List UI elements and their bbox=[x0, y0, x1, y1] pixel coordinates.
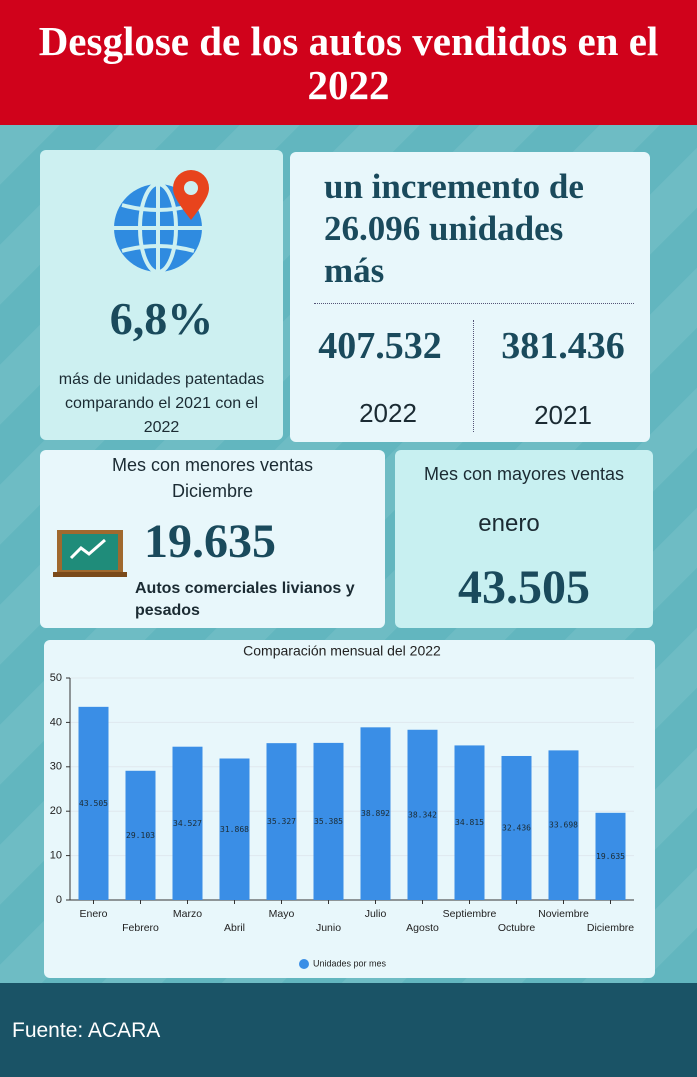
y-tick-label: 0 bbox=[56, 894, 62, 906]
x-tick-label: Junio bbox=[316, 922, 341, 934]
year-2021: 2021 bbox=[534, 400, 592, 430]
value-label: 43.505 bbox=[79, 799, 108, 808]
increase-card: un incremento de 26.096 unidades más 407… bbox=[290, 152, 650, 442]
y-tick-label: 10 bbox=[50, 850, 62, 862]
chart-title: Comparación mensual del 2022 bbox=[243, 643, 441, 659]
divider bbox=[314, 303, 634, 304]
bar bbox=[360, 727, 391, 900]
header: Desglose de los autos vendidos en el 202… bbox=[0, 0, 697, 125]
growth-card: 6,8% más de unidades patentadas comparan… bbox=[40, 150, 283, 440]
x-tick-label: Septiembre bbox=[443, 908, 497, 920]
bar bbox=[78, 706, 109, 900]
value-label: 31.868 bbox=[220, 825, 249, 834]
bar bbox=[454, 745, 485, 900]
value-label: 33.698 bbox=[549, 821, 578, 830]
x-tick-label: Febrero bbox=[122, 922, 159, 934]
value-2021: 381.436 bbox=[501, 325, 625, 367]
bar bbox=[548, 750, 579, 900]
value-label: 38.892 bbox=[361, 809, 390, 818]
y-tick-label: 20 bbox=[50, 805, 62, 817]
chart: Comparación mensual del 2022 0 10 20 30 40 50… bbox=[50, 643, 634, 969]
value-2022: 407.532 bbox=[318, 325, 442, 367]
bar bbox=[313, 742, 344, 900]
legend-swatch bbox=[299, 959, 309, 969]
y-tick-label: 40 bbox=[50, 716, 62, 728]
y-tick-label: 30 bbox=[50, 761, 62, 773]
min-note: Autos comerciales livianos y pesados bbox=[135, 580, 355, 619]
value-label: 35.385 bbox=[314, 817, 343, 826]
x-tick-label: Noviembre bbox=[538, 908, 589, 920]
max-card: Mes con mayores ventas enero 43.505 bbox=[395, 450, 653, 628]
source: Fuente: ACARA bbox=[12, 1019, 161, 1042]
bar bbox=[125, 770, 156, 900]
growth-percent: 6,8% bbox=[109, 293, 214, 344]
bar bbox=[219, 758, 250, 900]
x-tick-label: Agosto bbox=[406, 922, 439, 934]
x-tick-label: Diciembre bbox=[587, 922, 634, 934]
x-tick-label: Marzo bbox=[173, 908, 202, 920]
min-month: Diciembre bbox=[171, 481, 254, 501]
increase-headline: un incremento de 26.096 unidades más bbox=[324, 167, 584, 290]
x-tick-label: Abril bbox=[224, 922, 245, 934]
year-2022: 2022 bbox=[359, 398, 417, 428]
value-label: 29.103 bbox=[126, 831, 155, 840]
min-value: 19.635 bbox=[144, 515, 276, 568]
value-label: 34.527 bbox=[173, 819, 202, 828]
value-label: 38.342 bbox=[408, 810, 437, 819]
x-tick-label: Julio bbox=[365, 908, 387, 920]
value-label: 34.815 bbox=[455, 818, 484, 827]
bar bbox=[501, 755, 532, 900]
value-label: 19.635 bbox=[596, 852, 625, 861]
legend-label: Unidades por mes bbox=[313, 958, 387, 968]
growth-text: más de unidades patentadas comparando el… bbox=[58, 371, 265, 436]
divider bbox=[473, 320, 474, 432]
x-tick-label: Mayo bbox=[269, 908, 295, 920]
page-title: Desglose de los autos vendidos en el 202… bbox=[38, 17, 659, 108]
globe-icon bbox=[114, 170, 209, 274]
x-tick-label: Octubre bbox=[498, 922, 536, 934]
value-label: 32.436 bbox=[502, 823, 531, 832]
chart-card: Comparación mensual del 2022 0 10 20 30 40 50… bbox=[44, 640, 655, 978]
min-title: Mes con menores ventas bbox=[111, 455, 314, 475]
bar bbox=[172, 746, 203, 900]
min-card: Mes con menores ventas Diciembre 19.635 … bbox=[40, 450, 385, 628]
bar bbox=[266, 743, 297, 900]
chalkboard-icon bbox=[53, 530, 127, 577]
max-month: enero bbox=[478, 510, 540, 537]
value-label: 35.327 bbox=[267, 817, 296, 826]
bar bbox=[595, 812, 626, 900]
max-title: Mes con mayores ventas bbox=[423, 464, 625, 484]
x-tick-label: Enero bbox=[79, 908, 107, 920]
bar bbox=[407, 729, 438, 900]
y-tick-label: 50 bbox=[50, 672, 62, 684]
max-value: 43.505 bbox=[458, 561, 590, 614]
footer: Fuente: ACARA bbox=[0, 983, 697, 1077]
